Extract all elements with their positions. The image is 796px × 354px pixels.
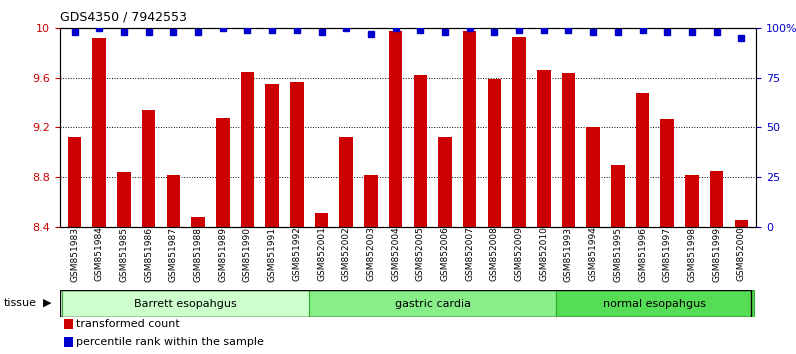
Bar [166,175,180,227]
Bar [710,171,724,227]
Bar [309,290,556,317]
Bar [290,81,303,227]
Text: GSM852000: GSM852000 [737,227,746,281]
Bar [92,38,106,227]
Text: ▶: ▶ [43,298,52,308]
Bar [439,137,452,227]
Text: GSM851991: GSM851991 [267,227,276,281]
Bar [556,290,754,317]
Bar [537,70,551,227]
Bar [142,110,155,227]
Text: GSM852003: GSM852003 [366,227,376,281]
Text: GSM851996: GSM851996 [638,227,647,281]
Text: percentile rank within the sample: percentile rank within the sample [76,337,264,347]
Bar [364,175,377,227]
Bar [685,175,699,227]
Text: GSM852009: GSM852009 [514,227,524,281]
Bar [191,217,205,227]
Text: transformed count: transformed count [76,319,180,329]
Bar [62,290,309,317]
Text: GSM852004: GSM852004 [391,227,400,281]
Text: GSM851984: GSM851984 [95,227,103,281]
Text: GSM851999: GSM851999 [712,227,721,281]
Text: GSM851994: GSM851994 [589,227,598,281]
Bar [513,37,526,227]
Text: GSM852010: GSM852010 [540,227,548,281]
Bar [117,172,131,227]
Text: GSM852005: GSM852005 [416,227,425,281]
Bar [68,137,81,227]
Text: GSM852006: GSM852006 [440,227,450,281]
Bar [661,119,674,227]
Bar [587,127,600,227]
Text: GSM851997: GSM851997 [663,227,672,281]
Text: GSM851987: GSM851987 [169,227,178,281]
Bar [413,75,427,227]
Text: tissue: tissue [4,298,37,308]
Text: GSM851983: GSM851983 [70,227,79,281]
Text: GSM851998: GSM851998 [688,227,696,281]
Bar [562,73,576,227]
Text: GSM851989: GSM851989 [218,227,227,281]
Text: GSM851993: GSM851993 [564,227,573,281]
Text: GSM851986: GSM851986 [144,227,153,281]
Text: gastric cardia: gastric cardia [395,298,470,309]
Bar [240,72,254,227]
Text: GSM851992: GSM851992 [292,227,302,281]
Bar [636,93,650,227]
Bar [388,31,403,227]
Bar [216,118,229,227]
Text: GSM851995: GSM851995 [614,227,622,281]
Text: GSM852001: GSM852001 [317,227,326,281]
Text: normal esopahgus: normal esopahgus [603,298,706,309]
Bar [611,165,625,227]
Bar [735,221,748,227]
Text: GSM851988: GSM851988 [193,227,202,281]
Text: GSM851985: GSM851985 [119,227,128,281]
Text: GSM852007: GSM852007 [465,227,474,281]
Text: GSM852008: GSM852008 [490,227,499,281]
Text: Barrett esopahgus: Barrett esopahgus [135,298,237,309]
Text: GDS4350 / 7942553: GDS4350 / 7942553 [60,11,186,24]
Bar [463,31,477,227]
Bar [339,137,353,227]
Text: GSM852002: GSM852002 [341,227,351,281]
Bar [488,79,501,227]
Text: GSM851990: GSM851990 [243,227,252,281]
Bar [314,213,328,227]
Bar [265,84,279,227]
